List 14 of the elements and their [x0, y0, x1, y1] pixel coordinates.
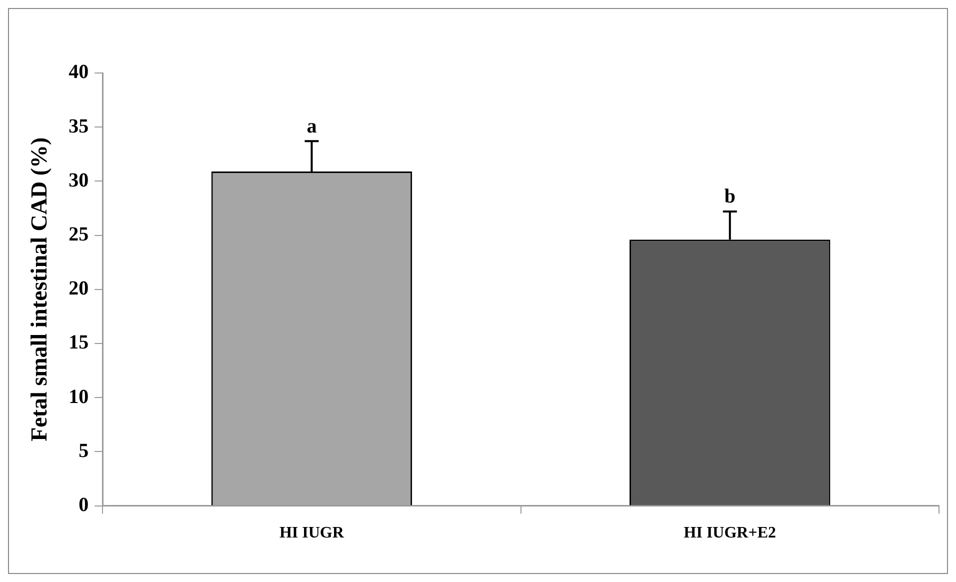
annotation: a: [306, 115, 317, 138]
y-tick-label: 20: [68, 278, 89, 300]
y-tick-label: 25: [68, 223, 89, 246]
y-tick-label: 30: [68, 169, 89, 192]
x-tick-label: HI IUGR: [279, 524, 344, 542]
y-tick-label: 35: [68, 115, 89, 138]
x-tick-label: HI IUGR+E2: [684, 524, 776, 542]
y-tick-label: 40: [68, 61, 89, 84]
annotation: b: [724, 186, 736, 208]
y-axis-title: Fetal small intestinal CAD (%): [26, 137, 52, 442]
y-tick-label: 0: [78, 494, 89, 516]
y-tick-label: 10: [68, 386, 89, 408]
y-tick-label: 5: [78, 440, 89, 462]
y-tick-label: 15: [68, 332, 89, 354]
